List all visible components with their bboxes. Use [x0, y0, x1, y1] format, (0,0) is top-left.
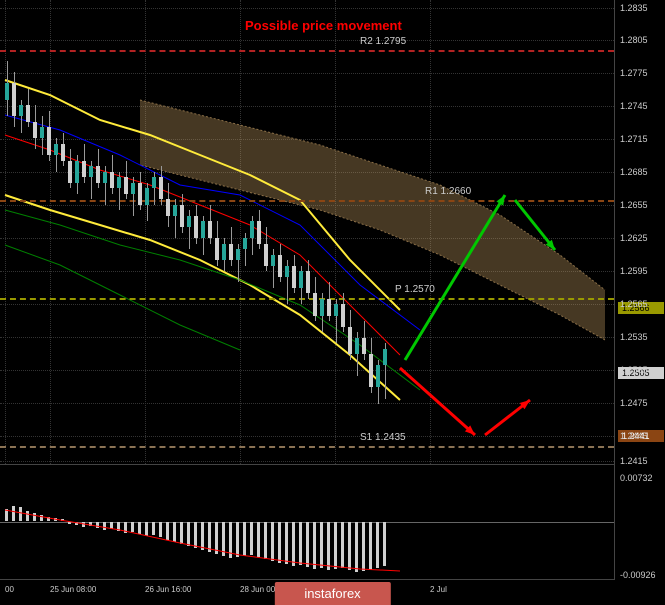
macd-bar: [383, 522, 386, 566]
macd-bar: [131, 522, 134, 532]
x-tick-label: 26 Jun 16:00: [145, 585, 191, 594]
y-tick-label: 1.2805: [620, 35, 648, 45]
macd-bar: [348, 522, 351, 570]
macd-bar: [117, 522, 120, 531]
y-tick-label: 1.2535: [620, 332, 648, 342]
y-tick-label: 1.2505: [620, 365, 648, 375]
macd-bar: [327, 522, 330, 570]
y-tick-label: 1.2565: [620, 299, 648, 309]
macd-bar: [306, 522, 309, 567]
macd-bar: [243, 522, 246, 556]
macd-bar: [313, 522, 316, 569]
y-tick-label: 1.2685: [620, 167, 648, 177]
macd-bar: [47, 517, 50, 521]
macd-bar: [292, 522, 295, 566]
pivot-r1-line: [0, 200, 614, 202]
macd-bar: [61, 519, 64, 521]
macd-tick-label: 0.00732: [620, 473, 653, 483]
price-axis: 1.2835 1.2805 1.2775 1.2745 1.2715 1.2685 1.26…: [615, 0, 665, 465]
macd-bar: [5, 509, 8, 521]
macd-bar: [369, 522, 372, 570]
y-tick-label: 1.2835: [620, 3, 648, 13]
macd-bar: [257, 522, 260, 557]
y-tick-label: 1.2625: [620, 233, 648, 243]
macd-bar: [89, 522, 92, 526]
y-tick-label: 1.2445: [620, 431, 648, 441]
price-panel[interactable]: R2 1.2795 R1 1.2660 P 1.2570 S1 1.2435: [0, 0, 615, 465]
macd-bar: [215, 522, 218, 554]
macd-bar: [236, 522, 239, 557]
macd-bar: [152, 522, 155, 535]
macd-bar: [159, 522, 162, 537]
macd-bar: [138, 522, 141, 534]
macd-bar: [68, 522, 71, 524]
pivot-p-line: [0, 298, 614, 300]
macd-bar: [124, 522, 127, 533]
macd-bar: [54, 518, 57, 521]
y-tick-label: 1.2745: [620, 101, 648, 111]
macd-bar: [145, 522, 148, 536]
y-tick-label: 1.2595: [620, 266, 648, 276]
pivot-r1-label: R1 1.2660: [425, 186, 471, 197]
macd-bar: [82, 522, 85, 527]
macd-bar: [75, 522, 78, 525]
macd-bar: [110, 522, 113, 529]
macd-bar: [264, 522, 267, 559]
macd-bar: [278, 522, 281, 563]
macd-bar: [201, 522, 204, 550]
macd-bar: [33, 513, 36, 521]
x-tick-label: 25 Jun 08:00: [50, 585, 96, 594]
macd-bar: [40, 515, 43, 521]
macd-bar: [194, 522, 197, 548]
macd-bar: [222, 522, 225, 556]
chart-title: Possible price movement: [245, 18, 402, 33]
y-tick-label: 1.2715: [620, 134, 648, 144]
macd-bar: [166, 522, 169, 540]
macd-bar: [376, 522, 379, 568]
indicator-lines: [0, 0, 615, 465]
projection-arrows: [0, 0, 615, 465]
macd-bar: [299, 522, 302, 565]
macd-panel[interactable]: [0, 465, 615, 580]
x-tick-label: 2 Jul: [430, 585, 447, 594]
macd-bar: [96, 522, 99, 528]
macd-bar: [250, 522, 253, 555]
macd-bar: [180, 522, 183, 544]
macd-bar: [341, 522, 344, 568]
macd-bar: [229, 522, 232, 558]
macd-bar: [320, 522, 323, 568]
macd-bar: [173, 522, 176, 542]
macd-bar: [355, 522, 358, 572]
macd-tick-label: -0.00926: [620, 570, 656, 580]
ichimoku-cloud: [0, 0, 615, 465]
macd-axis: 0.00732 -0.00926: [615, 465, 665, 580]
macd-bar: [208, 522, 211, 552]
watermark-logo: instaforex: [274, 582, 390, 605]
pivot-r2-label: R2 1.2795: [360, 36, 406, 47]
macd-bar: [271, 522, 274, 561]
macd-bar: [103, 522, 106, 530]
macd-bar: [26, 511, 29, 521]
macd-bar: [362, 522, 365, 571]
macd-bar: [187, 522, 190, 546]
macd-bar: [334, 522, 337, 569]
macd-bar: [285, 522, 288, 564]
chart-container: R2 1.2795 R1 1.2660 P 1.2570 S1 1.2435: [0, 0, 665, 605]
x-tick-label: 00: [5, 585, 14, 594]
macd-bar: [12, 506, 15, 521]
pivot-r2-line: [0, 50, 614, 52]
y-tick-label: 1.2775: [620, 68, 648, 78]
pivot-s1-line: [0, 446, 614, 448]
pivot-s1-label: S1 1.2435: [360, 432, 406, 443]
y-tick-label: 1.2475: [620, 398, 648, 408]
y-tick-label: 1.2655: [620, 200, 648, 210]
pivot-p-label: P 1.2570: [395, 284, 435, 295]
macd-bar: [19, 507, 22, 521]
